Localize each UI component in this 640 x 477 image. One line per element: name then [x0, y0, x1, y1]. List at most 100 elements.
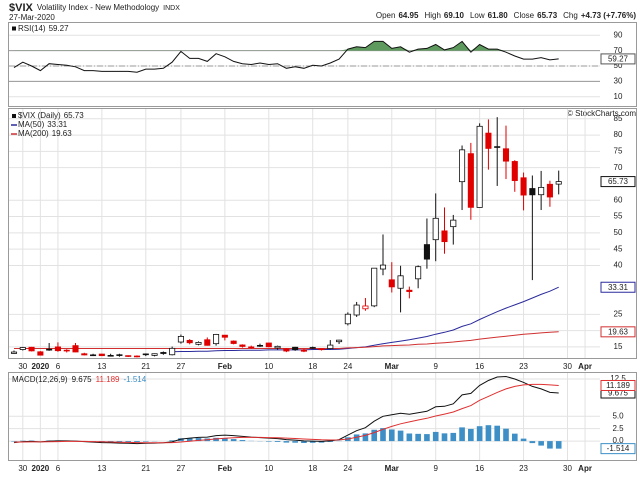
x-tick-label: 16: [475, 464, 484, 473]
legend: $VIX (Daily) 65.73: [18, 111, 84, 120]
y-tick-label: 60: [614, 195, 623, 204]
x-tick-label: 23: [519, 362, 528, 371]
value-box-label: 19.63: [608, 327, 629, 336]
histogram-bar: [415, 433, 421, 442]
rsi-frame: [8, 22, 637, 107]
x-tick-label: 2020: [31, 464, 49, 473]
y-tick-label: 5.0: [612, 411, 624, 420]
candle-body: [494, 146, 501, 148]
candle-body: [204, 339, 211, 346]
histogram-bar: [283, 441, 290, 443]
rsi-line: [13, 40, 559, 73]
value-box: [600, 53, 636, 65]
histogram-bar: [362, 433, 369, 442]
candle-body: [221, 334, 228, 338]
stat-label: Low: [470, 11, 485, 20]
x-tick-label: 30: [18, 464, 27, 473]
candle-body: [177, 335, 184, 343]
value-box-label: 65.73: [608, 177, 629, 186]
stat-value: 64.95: [398, 11, 419, 20]
histogram-bar: [301, 441, 307, 443]
y-tick-label: 80: [614, 130, 623, 139]
candle-body: [309, 347, 316, 349]
candle-body: [327, 344, 334, 349]
panel: 30 2020 6 13 21 27 Feb 10 18 24 Mar 9 16 23 30 Apr 85 80 7…: [9, 109, 636, 371]
histogram-bar: [441, 433, 448, 442]
value-box: [600, 443, 636, 455]
x-tick-label: 9: [433, 362, 438, 371]
legend-value: 9.675: [72, 375, 93, 384]
candle-body: [476, 125, 483, 208]
candle-body: [397, 275, 404, 289]
stat-value: 65.73: [537, 11, 558, 20]
y-tick-label: 30: [614, 77, 623, 86]
candle-body: [265, 342, 272, 348]
candle-body: [529, 188, 536, 196]
candle-body: [379, 264, 387, 270]
histogram-bar: [547, 441, 553, 449]
candle-body: [283, 348, 290, 352]
candle-body: [415, 266, 422, 280]
candle-body: [371, 267, 378, 307]
histogram-bar: [459, 427, 465, 442]
x-tick-label: Apr: [578, 464, 592, 473]
candle-body: [195, 341, 202, 345]
legend-name: $VIX (Daily): [18, 111, 61, 120]
histogram-bar: [494, 425, 501, 442]
x-tick-label: 18: [308, 362, 317, 371]
legend-name: MA(50): [18, 120, 45, 129]
x-tick-label: Apr: [578, 362, 592, 371]
value-box-label: -1.514: [607, 444, 630, 453]
candle-body: [555, 181, 562, 185]
candle-body: [318, 348, 325, 351]
x-tick-label: 21: [141, 464, 150, 473]
y-tick-label: 75: [614, 146, 623, 155]
histogram-bar: [450, 432, 457, 442]
histogram-bar: [371, 429, 378, 442]
stat-label: Open: [376, 11, 396, 20]
histogram-bar: [292, 441, 298, 443]
candle-body: [485, 132, 492, 149]
x-tick-label: 6: [56, 464, 61, 473]
candle-body: [502, 148, 510, 162]
histogram-bar: [186, 438, 193, 442]
candle-body: [256, 344, 264, 347]
candle-body: [432, 217, 439, 241]
y-tick-label: 15: [614, 342, 623, 351]
panel: 30 2020 6 13 21 27 Feb 10 18 24 Mar 9 16 23 30 Apr 12.5 5…: [9, 373, 636, 473]
price-frame: [8, 108, 637, 359]
y-tick-label: 90: [614, 30, 623, 39]
candle-body: [213, 334, 220, 345]
candle-body: [19, 347, 26, 350]
histogram-bar: [239, 440, 246, 442]
candle-body: [546, 183, 553, 198]
candle-body: [459, 149, 466, 183]
candle-body: [406, 289, 413, 292]
symbol-name: Volatility Index - New Methodology: [37, 3, 159, 12]
legend-name: MACD(12,26,9): [12, 375, 68, 384]
y-tick-label: 50: [614, 228, 623, 237]
legend-swatch: [12, 114, 16, 118]
x-tick-label: 30: [563, 362, 572, 371]
legend-value: 65.73: [64, 111, 85, 120]
y-tick-label: 2.5: [612, 424, 624, 433]
candle-body: [116, 354, 123, 356]
stat-value: 69.10: [444, 11, 465, 20]
y-tick-label: 45: [614, 244, 623, 253]
x-tick-label: 2020: [31, 362, 49, 371]
legend: MA(50) 33.31: [18, 120, 68, 129]
value-box: [600, 326, 636, 338]
candle-body: [151, 353, 158, 356]
value-box: [600, 176, 636, 188]
x-tick-label: Mar: [385, 362, 399, 371]
legend-value: 19.63: [52, 129, 73, 138]
histogram-bar: [424, 434, 430, 442]
legend-value: 59.27: [49, 24, 70, 33]
legend: RSI(14) 59.27: [18, 24, 69, 33]
x-tick-label: 9: [433, 464, 438, 473]
histogram-bar: [309, 441, 316, 443]
candle-body: [37, 351, 44, 356]
histogram-bar: [476, 426, 483, 442]
histogram-bar: [432, 431, 439, 442]
